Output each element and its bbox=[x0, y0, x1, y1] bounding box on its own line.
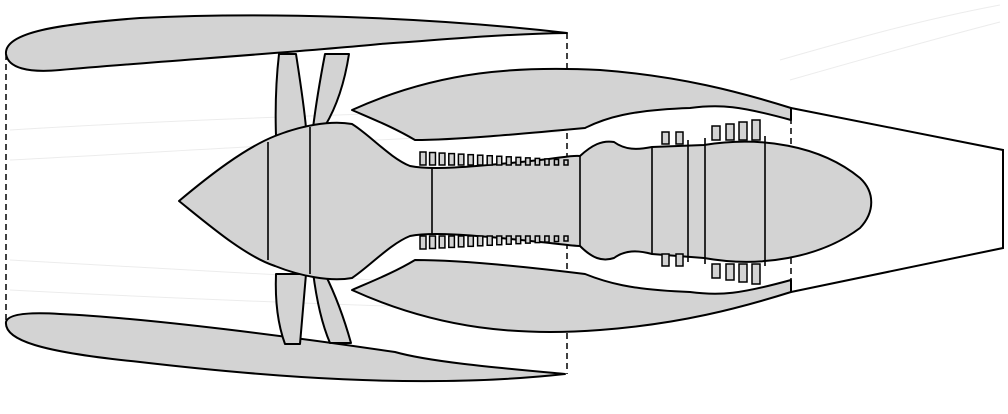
compressor-blade-upper bbox=[457, 153, 465, 166]
lower-fan-blades bbox=[274, 271, 352, 345]
compressor-blade-lower bbox=[553, 235, 560, 243]
compressor-blade-upper bbox=[428, 151, 437, 166]
compressor-blade-lower bbox=[457, 235, 465, 248]
compressor-blade-upper bbox=[553, 158, 560, 166]
hp-turbine-blade-upper bbox=[661, 131, 670, 145]
lp-turbine-blade-lower bbox=[738, 263, 748, 283]
compressor-blade-lower bbox=[448, 235, 456, 249]
fan-blade-lower-1 bbox=[274, 273, 307, 345]
fan-blade-upper-1 bbox=[274, 53, 307, 137]
compressor-blade-lower bbox=[515, 235, 522, 245]
compressor-blade-lower bbox=[486, 235, 494, 247]
exhaust-plume-outline bbox=[790, 107, 1004, 293]
compressor-blade-upper bbox=[524, 157, 531, 166]
compressor-blade-lower bbox=[419, 235, 427, 250]
compressor-blade-upper bbox=[515, 156, 522, 166]
lp-turbine-blade-lower bbox=[725, 263, 735, 281]
lower-nacelle bbox=[4, 312, 566, 383]
lp-turbine-blade-upper bbox=[738, 121, 748, 141]
compressor-blade-upper bbox=[467, 153, 475, 166]
compressor-blade-lower bbox=[428, 235, 437, 250]
compressor-blade-lower bbox=[438, 235, 446, 249]
engine-core bbox=[178, 121, 873, 281]
blade-rows bbox=[419, 119, 761, 285]
lp-turbine-blade-upper bbox=[751, 119, 761, 141]
lp-turbine-blade-lower bbox=[711, 263, 721, 279]
compressor-blade-lower bbox=[476, 235, 484, 247]
compressor-blade-upper bbox=[563, 159, 569, 166]
compressor-blade-lower bbox=[496, 235, 503, 246]
hp-turbine-blade-upper bbox=[675, 131, 684, 145]
upper-nacelle bbox=[4, 14, 568, 72]
compressor-blade-lower bbox=[467, 235, 475, 248]
lp-turbine-blade-lower bbox=[751, 263, 761, 285]
compressor-blade-upper bbox=[496, 155, 503, 166]
fan-blade-upper-2 bbox=[312, 53, 350, 129]
compressor-blade-upper bbox=[505, 156, 512, 166]
upper-fan-blades bbox=[274, 53, 350, 137]
compressor-blade-upper bbox=[438, 152, 446, 166]
hp-turbine-blade-lower bbox=[675, 253, 684, 267]
lp-turbine-blade-upper bbox=[725, 123, 735, 141]
lower-core-cowl bbox=[351, 259, 792, 333]
hp-turbine-blade-lower bbox=[661, 253, 670, 267]
compressor-blade-lower bbox=[524, 235, 531, 244]
compressor-blade-upper bbox=[544, 158, 550, 166]
compressor-blade-lower bbox=[563, 235, 569, 242]
compressor-blade-upper bbox=[534, 157, 541, 166]
core-section-dividers bbox=[267, 127, 766, 274]
compressor-blade-upper bbox=[486, 154, 494, 166]
compressor-blade-upper bbox=[419, 151, 427, 166]
compressor-blade-upper bbox=[476, 154, 484, 166]
lp-turbine-blade-upper bbox=[711, 125, 721, 141]
upper-core-cowl bbox=[351, 67, 792, 141]
compressor-blade-upper bbox=[448, 152, 456, 166]
fan-blade-lower-2 bbox=[312, 271, 352, 344]
compressor-blade-lower bbox=[505, 235, 512, 245]
compressor-blade-lower bbox=[544, 235, 550, 243]
compressor-blade-lower bbox=[534, 235, 541, 244]
